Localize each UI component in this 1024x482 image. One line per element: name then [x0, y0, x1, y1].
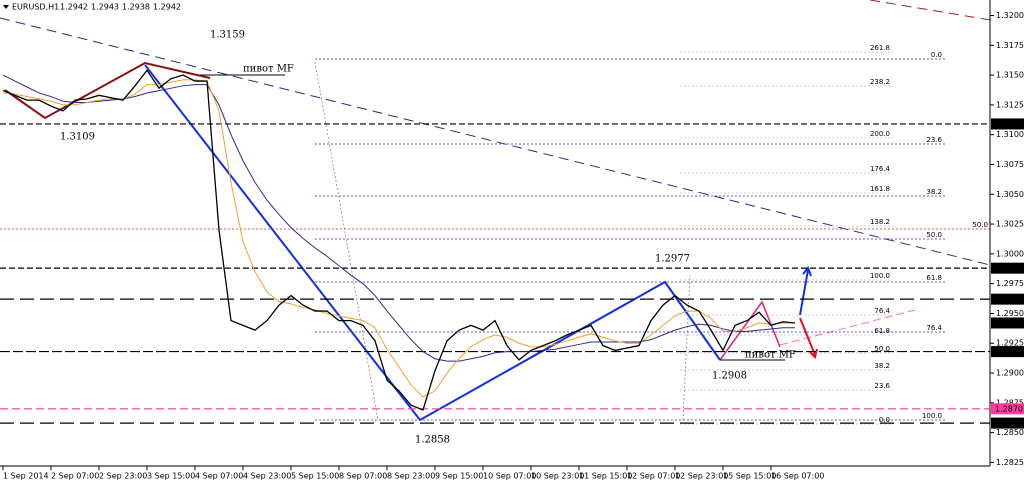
fib-label: 76.4: [874, 307, 890, 315]
fib-label: 50.0: [926, 231, 942, 239]
fib-label: 176.4: [870, 165, 891, 173]
x-tick-label: 2 Sep 07:00: [51, 472, 99, 481]
arrow-head: [809, 348, 818, 359]
moving-average: [2, 79, 795, 398]
y-tick-label: 1.3025: [996, 220, 1024, 229]
level-box: [991, 118, 1024, 130]
y-tick-label: 1.3075: [996, 160, 1024, 169]
y-tick-label: 1.3200: [996, 11, 1024, 20]
arrow: [799, 317, 816, 356]
fib-label: 38.2: [874, 362, 890, 370]
level-box: [991, 346, 1024, 358]
swing-label: 1.2977: [655, 254, 690, 265]
menu-icon[interactable]: [3, 5, 9, 9]
y-tick-label: 1.2975: [996, 279, 1024, 288]
swing-label: 1.3159: [210, 30, 245, 41]
x-tick-label: 4 Sep 07:00: [195, 472, 243, 481]
level-box: [991, 293, 1024, 305]
x-tick-label: 8 Sep 07:00: [339, 472, 387, 481]
y-tick-label: 1.2925: [996, 339, 1024, 348]
arrow-head: [802, 266, 812, 277]
fib-label: 76.4: [926, 324, 942, 332]
y-tick-label: 1.3125: [996, 100, 1024, 109]
fib-label: 261.8: [870, 44, 890, 52]
level-label: 1.2918: [995, 347, 1023, 356]
zigzag: [144, 64, 721, 422]
level-label: 1.3109: [995, 119, 1023, 128]
x-tick-label: 5 Sep 15:00: [291, 472, 339, 481]
level-label: 1.2870: [995, 404, 1023, 413]
swing-label: 1.2858: [415, 435, 450, 446]
swing-label: 1.2908: [712, 371, 747, 382]
level-label: 1.2942: [995, 318, 1023, 327]
y-tick-label: 1.2850: [996, 428, 1024, 437]
ohlc-value: 1.2942: [60, 3, 88, 12]
fib-guide: [314, 61, 379, 421]
fib-label: 0.0: [879, 416, 890, 424]
swing-label: 1.3109: [60, 132, 95, 143]
trend-line: [0, 17, 991, 266]
fib-label: 23.6: [926, 136, 942, 144]
moving-average: [2, 74, 795, 362]
x-tick-label: 11 Sep 15:00: [579, 472, 632, 481]
fib-label: 38.2: [926, 188, 942, 196]
fib-label: 50.0: [972, 221, 988, 229]
fib-label: 161.8: [870, 185, 890, 193]
trend-line: [869, 0, 991, 21]
y-tick-label: 1.2950: [996, 309, 1024, 318]
arrow: [799, 269, 809, 316]
fib-label: 61.8: [874, 327, 890, 335]
fib-label: 100.0: [922, 412, 942, 420]
level-box: [991, 317, 1024, 329]
level-box: [991, 417, 1024, 429]
x-tick-label: 10 Sep 07:00: [483, 472, 536, 481]
x-tick-label: 1 Sep 2014: [3, 472, 49, 481]
fib-label: 50.0: [874, 345, 890, 353]
ohlc-value: 1.2943: [91, 3, 119, 12]
price-line: [2, 69, 796, 411]
level-label: 1.2858: [995, 419, 1023, 428]
fib-label: 138.2: [870, 218, 890, 226]
swing-label: пивот MF: [745, 350, 796, 361]
x-tick-label: 10 Sep 23:00: [531, 472, 584, 481]
x-tick-label: 2 Sep 23:00: [99, 472, 147, 481]
y-tick-label: 1.3175: [996, 41, 1024, 50]
zigzag: [4, 61, 211, 120]
fib-label: 23.6: [874, 382, 890, 390]
x-tick-label: 12 Sep 23:00: [675, 472, 728, 481]
level-label: 1.2962: [995, 295, 1023, 304]
y-tick-label: 1.2825: [996, 458, 1024, 467]
fib-label: 200.0: [870, 130, 890, 138]
x-tick-label: 15 Sep 15:00: [723, 472, 776, 481]
x-tick-label: 8 Sep 23:00: [387, 472, 435, 481]
fib-label: 100.0: [870, 272, 890, 280]
y-tick-label: 1.3150: [996, 71, 1024, 80]
fib-label: 238.2: [870, 78, 890, 86]
x-tick-label: 4 Sep 23:00: [243, 472, 291, 481]
ohlc-value: 1.2938: [122, 3, 150, 12]
y-tick-label: 1.3050: [996, 190, 1024, 199]
x-tick-label: 12 Sep 07:00: [627, 472, 680, 481]
swing-label: пивот MF: [243, 64, 294, 75]
y-tick-label: 1.2900: [996, 369, 1024, 378]
y-tick-label: 1.3000: [996, 249, 1024, 258]
y-tick-label: 1.3100: [996, 130, 1024, 139]
fib-label: 0.0: [931, 51, 942, 59]
symbol: EURUSD,H1: [12, 3, 59, 12]
x-tick-label: 16 Sep 07:00: [771, 472, 824, 481]
x-tick-label: 9 Sep 15:00: [435, 472, 483, 481]
fib-label: 61.8: [926, 274, 942, 282]
zigzag: [719, 300, 781, 361]
level-box: [991, 403, 1024, 415]
level-box: [991, 262, 1024, 274]
level-label: 1.2988: [995, 264, 1023, 273]
x-tick-label: 3 Sep 15:00: [147, 472, 195, 481]
ohlc-value: 1.2942: [153, 3, 181, 12]
fib-guide: [682, 274, 691, 421]
y-tick-label: 1.2875: [996, 398, 1024, 407]
